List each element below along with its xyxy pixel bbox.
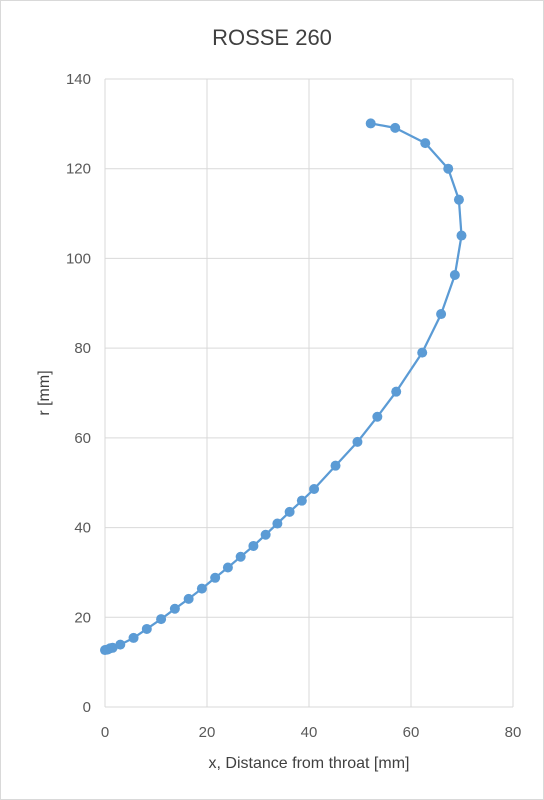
x-tick-label: 80 (505, 724, 522, 741)
x-axis-title: x, Distance from throat [mm] (209, 755, 410, 772)
data-point (453, 194, 464, 205)
y-tick-label: 20 (74, 609, 91, 626)
data-point (183, 593, 194, 604)
x-tick-label: 20 (199, 724, 216, 741)
series-line (104, 122, 463, 652)
series (100, 118, 467, 656)
data-point (417, 347, 428, 358)
data-point (436, 309, 447, 320)
data-point (260, 529, 271, 540)
data-point (309, 483, 320, 494)
x-tick-label: 40 (301, 724, 318, 741)
data-point (235, 551, 246, 562)
data-point (169, 603, 180, 614)
data-point (272, 518, 283, 529)
data-point (141, 623, 152, 634)
data-point (284, 506, 295, 517)
data-point (296, 495, 307, 506)
x-tick-label: 60 (403, 724, 420, 741)
data-point (196, 583, 207, 594)
y-tick-label: 40 (74, 520, 91, 537)
data-point (248, 540, 259, 551)
y-tick-label: 140 (66, 71, 91, 88)
data-point (456, 230, 467, 241)
y-tick-label: 120 (66, 161, 91, 178)
y-axis-title: r [mm] (36, 370, 53, 415)
data-point (352, 436, 363, 447)
axes: 0 20 40 60 80 0 20 40 60 80 100 120 140 (66, 71, 521, 741)
chart-title: ROSSE 260 (212, 25, 332, 50)
data-point (128, 632, 139, 643)
x-tick-label: 0 (101, 724, 109, 741)
data-point (365, 118, 376, 129)
data-point (420, 138, 431, 149)
data-point (443, 163, 454, 174)
data-point (156, 614, 167, 625)
data-point (391, 386, 402, 397)
data-point (222, 562, 233, 573)
data-point (372, 411, 383, 422)
data-point (210, 572, 221, 583)
y-tick-label: 60 (74, 430, 91, 447)
data-point (330, 460, 341, 471)
data-point (390, 122, 401, 133)
y-tick-label: 0 (83, 699, 91, 716)
y-tick-label: 80 (74, 340, 91, 357)
gridlines (104, 78, 514, 708)
y-tick-label: 100 (66, 250, 91, 267)
data-point (449, 270, 460, 281)
data-point (107, 642, 118, 653)
data-point (115, 639, 126, 650)
